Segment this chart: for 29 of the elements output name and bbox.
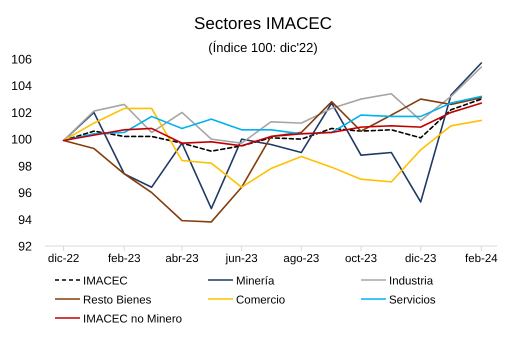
line-series bbox=[62, 96, 482, 223]
line-series bbox=[62, 96, 482, 142]
legend-label: Servicios bbox=[389, 294, 436, 306]
x-tick-label: jun-23 bbox=[224, 253, 258, 265]
legend-label: IMACEC bbox=[83, 276, 128, 288]
chart-subtitle: (Índice 100: dic'22) bbox=[208, 40, 318, 55]
y-tick-label: 102 bbox=[11, 106, 32, 120]
legend-label: Minería bbox=[236, 276, 275, 288]
x-tick-label: oct-23 bbox=[345, 253, 377, 265]
y-tick-label: 104 bbox=[11, 79, 32, 94]
legend-label: IMACEC no Minero bbox=[83, 314, 182, 326]
y-tick-label: 98 bbox=[18, 159, 32, 174]
y-tick-label: 96 bbox=[18, 186, 32, 200]
y-tick-label: 106 bbox=[11, 52, 32, 66]
x-tick-label: feb-24 bbox=[465, 253, 498, 265]
chart-title: Sectores IMACEC bbox=[194, 14, 332, 33]
y-tick-label: 92 bbox=[18, 240, 32, 254]
x-tick-label: dic-22 bbox=[48, 253, 80, 265]
line-series bbox=[62, 108, 482, 188]
x-tick-label: ago-23 bbox=[283, 253, 320, 265]
legend-label: Industria bbox=[389, 276, 434, 288]
y-tick-label: 94 bbox=[18, 212, 32, 227]
x-tick-label: abr-23 bbox=[165, 253, 199, 265]
legend-label: Resto Bienes bbox=[83, 294, 152, 306]
legend-label: Comercio bbox=[236, 294, 286, 306]
y-tick-label: 100 bbox=[11, 132, 32, 147]
x-tick-label: dic-23 bbox=[405, 253, 436, 265]
line-series bbox=[62, 66, 482, 144]
x-tick-label: feb-23 bbox=[108, 253, 141, 265]
